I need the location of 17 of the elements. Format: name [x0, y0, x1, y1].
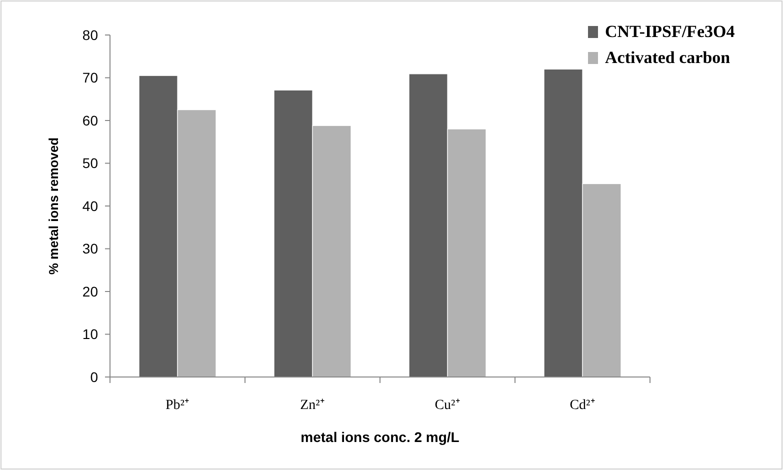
y-tick-label: 70	[82, 70, 98, 86]
y-tick-label: 10	[82, 326, 98, 342]
y-tick-label: 40	[82, 198, 98, 214]
x-tick-label: Cu²⁺	[434, 398, 460, 413]
legend-label: Activated carbon	[605, 48, 731, 67]
legend-label: CNT-IPSF/Fe3O4	[605, 22, 736, 41]
x-tick-label: Zn²⁺	[300, 398, 325, 413]
x-tick-label: Cd²⁺	[570, 398, 596, 413]
x-axis-title: metal ions conc. 2 mg/L	[300, 429, 460, 445]
y-axis-title: % metal ions removed	[46, 137, 61, 275]
y-tick-label: 0	[90, 368, 98, 385]
y-tick-label: 80	[82, 26, 98, 43]
y-tick-label: 50	[82, 155, 98, 172]
x-tick-label: Pb²⁺	[166, 398, 190, 413]
y-tick-label: 20	[82, 283, 98, 300]
y-tick-label: 30	[82, 240, 98, 257]
y-tick-label: 60	[82, 112, 98, 128]
